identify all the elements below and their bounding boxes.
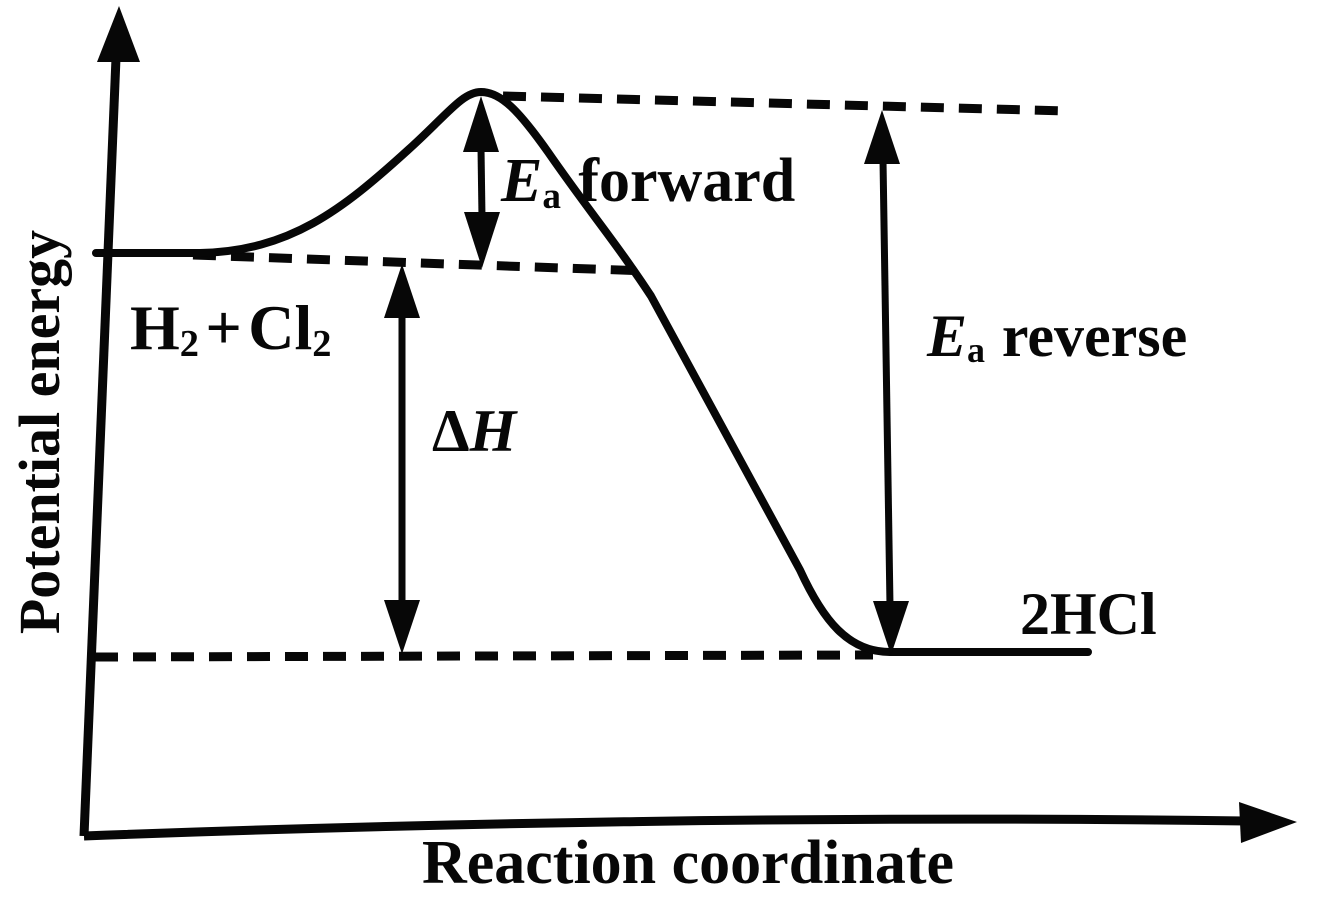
ea-forward-arrowhead-up-icon bbox=[463, 96, 499, 152]
delta-h-symbol: H bbox=[469, 398, 517, 464]
ea-reverse-word: reverse bbox=[1001, 303, 1188, 369]
x-axis-arrowhead-icon bbox=[1239, 802, 1297, 843]
delta-h-label: ΔH bbox=[432, 401, 516, 461]
y-axis-arrowhead-icon bbox=[97, 6, 140, 62]
reactants-sub1: 2 bbox=[179, 322, 199, 365]
x-axis-line bbox=[83, 814, 1247, 841]
ea-forward-symbol: E bbox=[501, 147, 543, 215]
reactants-el2: Cl bbox=[248, 292, 313, 363]
y-axis-line bbox=[79, 57, 121, 837]
reactants-el1: H bbox=[130, 292, 180, 363]
y-axis-title: Potential energy bbox=[7, 229, 72, 635]
ea-forward-arrow-line bbox=[477, 147, 486, 219]
ea-reverse-subscript: a bbox=[967, 330, 986, 371]
reactants-label: H2+Cl2 bbox=[130, 296, 331, 364]
delta-h-arrowhead-up-icon bbox=[384, 264, 420, 318]
ea-reverse-label: Ea reverse bbox=[927, 303, 1188, 369]
plus-sign: + bbox=[205, 292, 242, 363]
ea-forward-label: Ea forward bbox=[501, 147, 796, 215]
ea-forward-word: forward bbox=[578, 147, 796, 215]
ea-reverse-arrow-line bbox=[879, 159, 894, 607]
product-level-dashed-line bbox=[94, 650, 874, 662]
potential-energy-curve bbox=[92, 87, 1092, 656]
ea-reverse-symbol: E bbox=[927, 303, 968, 369]
delta-h-arrowhead-down-icon bbox=[384, 600, 420, 654]
ea-forward-arrowhead-down-icon bbox=[464, 212, 500, 268]
reactants-sub2: 2 bbox=[312, 322, 332, 365]
products-label: 2HCl bbox=[1020, 581, 1157, 647]
ea-forward-subscript: a bbox=[542, 175, 561, 217]
x-axis-title: Reaction coordinate bbox=[422, 829, 955, 897]
delta-symbol: Δ bbox=[432, 398, 470, 464]
ea-reverse-arrowhead-down-icon bbox=[873, 601, 909, 655]
reactant-level-dashed-line bbox=[192, 250, 649, 276]
peak-level-dashed-line bbox=[502, 91, 1069, 116]
ea-reverse-arrowhead-up-icon bbox=[864, 110, 900, 164]
